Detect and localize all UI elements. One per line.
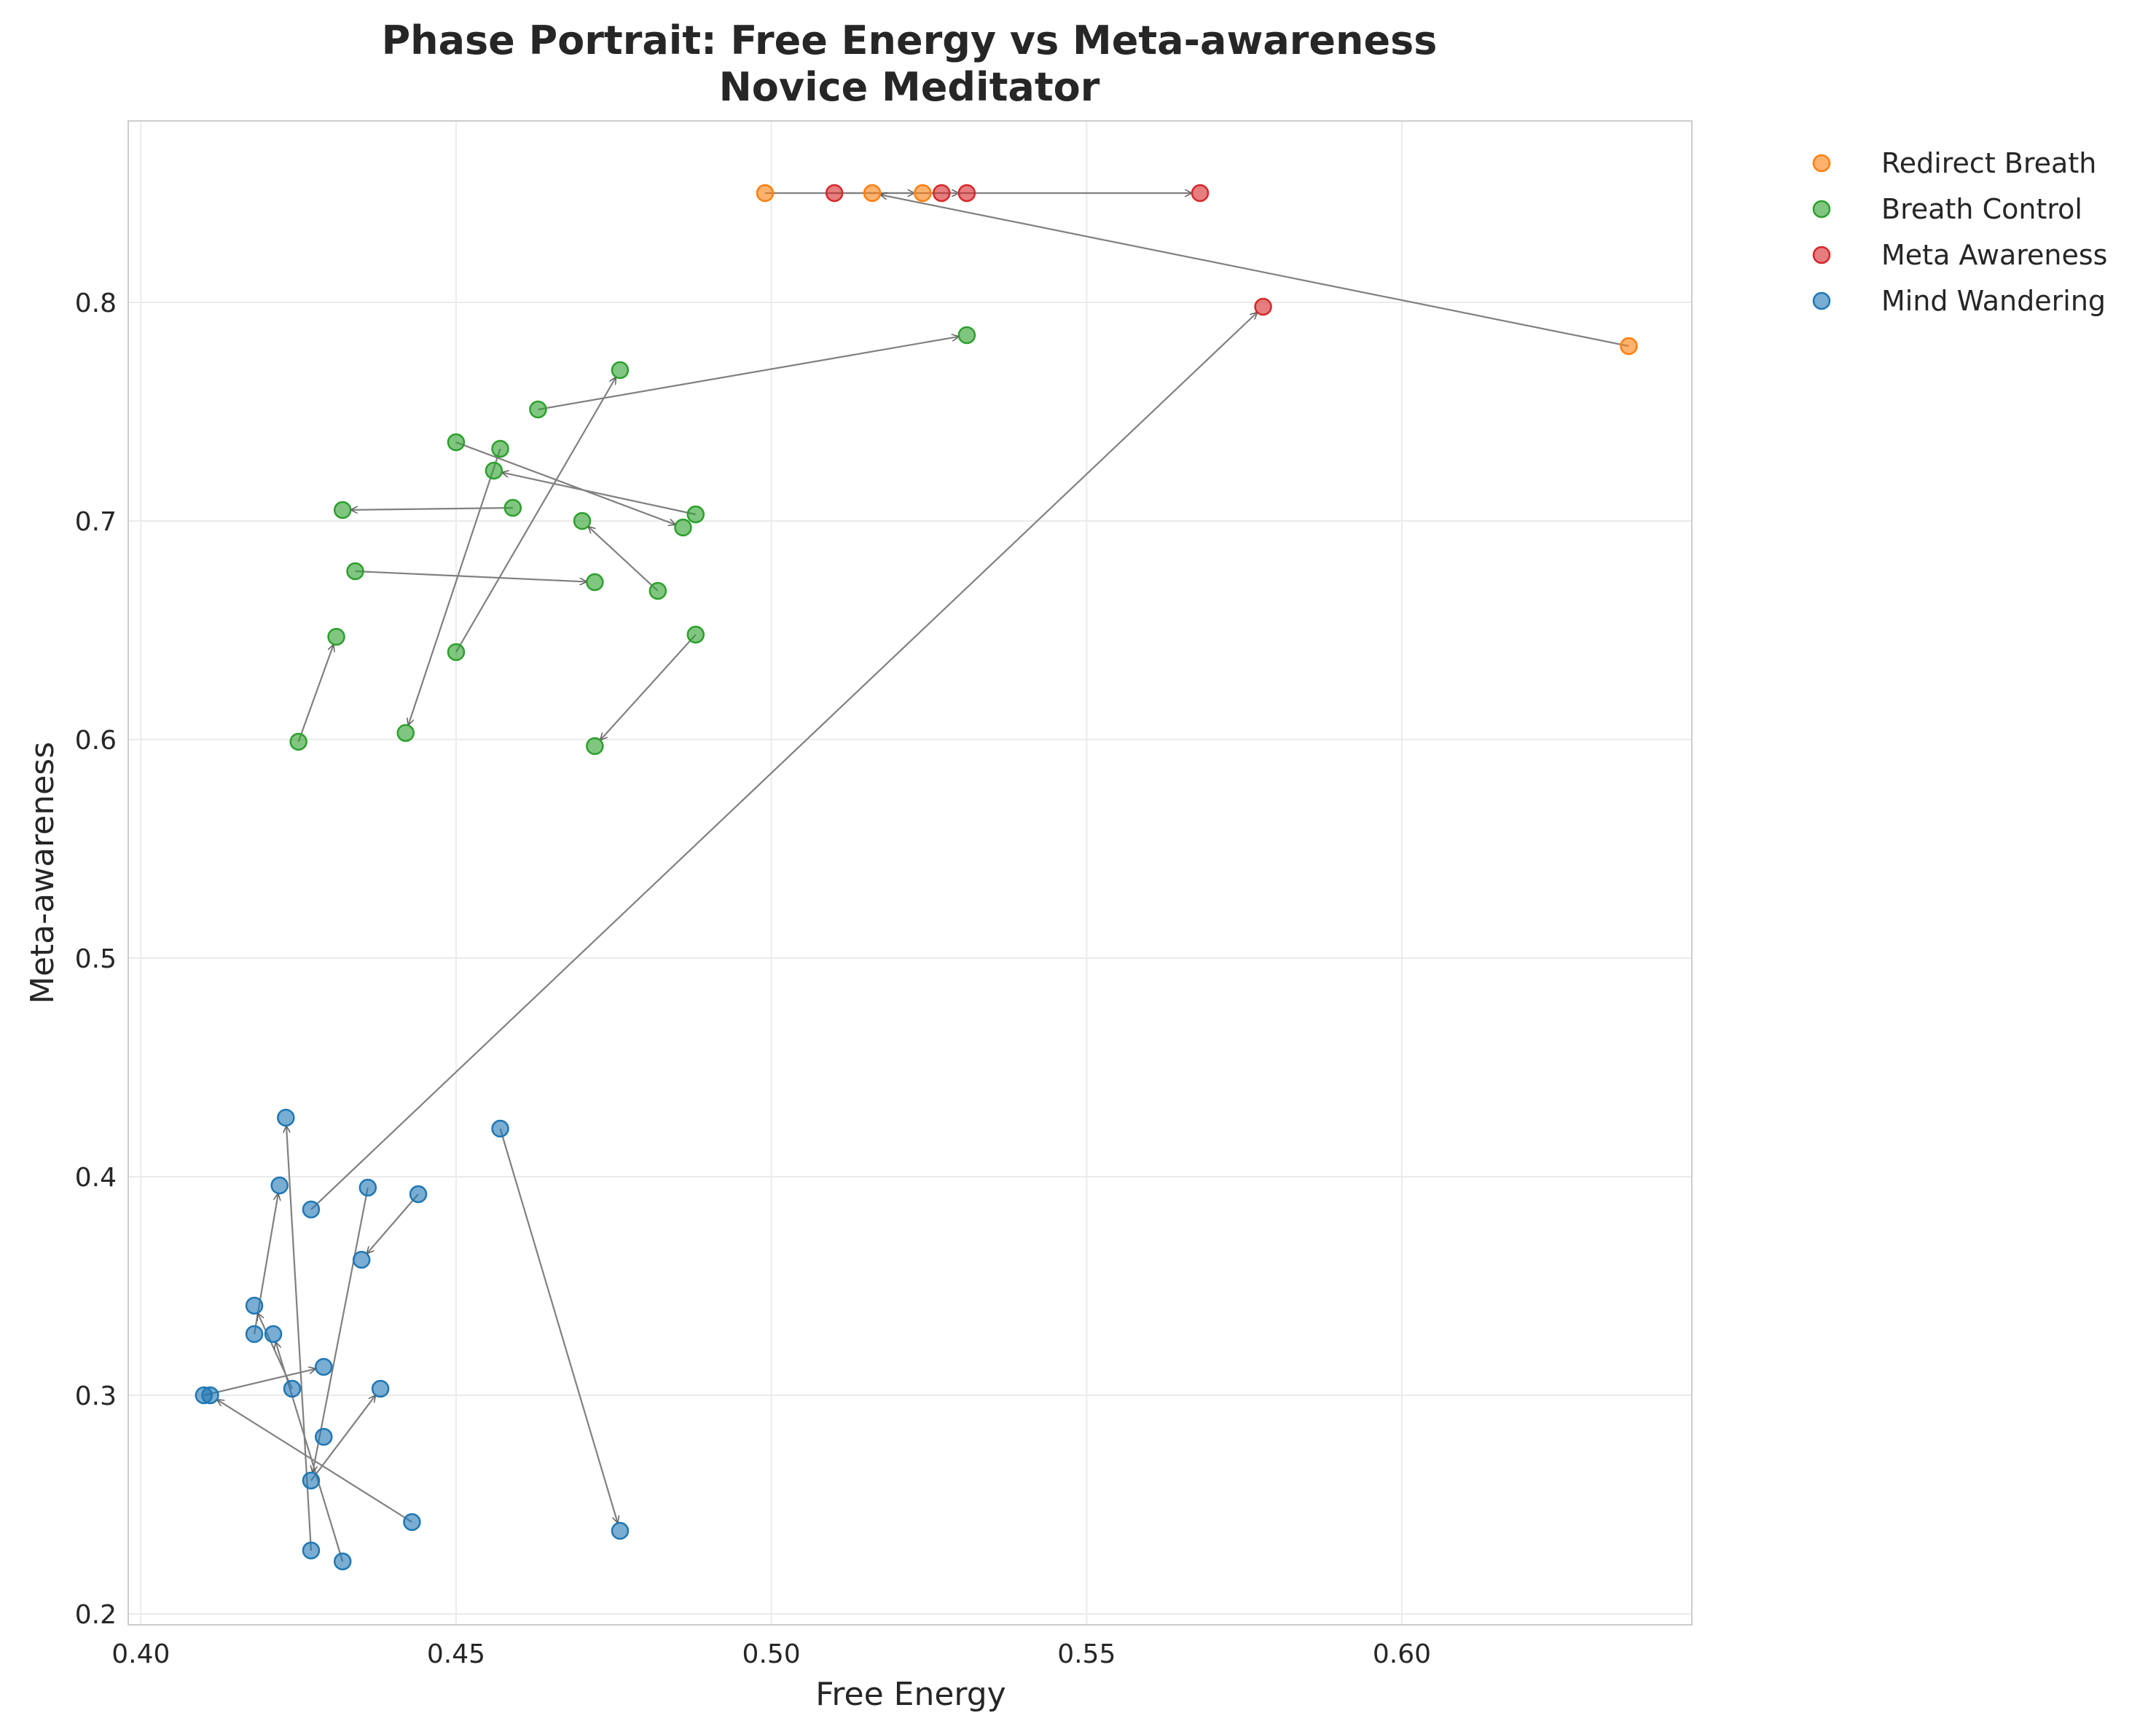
x-tick-label: 0.60 bbox=[1373, 1639, 1431, 1669]
legend-marker-meta-awareness bbox=[1812, 246, 1831, 264]
legend-label-redirect-breath: Redirect Breath bbox=[1881, 147, 2096, 179]
mind-wandering-point bbox=[245, 1325, 264, 1344]
breath-control-point bbox=[346, 562, 364, 581]
legend-marker-mind-wandering bbox=[1812, 291, 1831, 310]
plot-frame bbox=[128, 120, 1693, 1626]
grid bbox=[128, 121, 1692, 1625]
legend-marker-redirect-breath bbox=[1812, 154, 1831, 173]
transition-arrow bbox=[881, 195, 1629, 348]
transition-arrow bbox=[499, 1128, 618, 1522]
legend-label-mind-wandering: Mind Wandering bbox=[1881, 285, 2106, 317]
meta-awareness-point bbox=[1254, 297, 1272, 316]
breath-control-point bbox=[289, 732, 307, 751]
legend-label-breath-control: Breath Control bbox=[1881, 193, 2082, 225]
x-tick-label: 0.55 bbox=[1057, 1639, 1116, 1669]
meta-awareness-point bbox=[957, 184, 976, 203]
breath-control-point bbox=[491, 439, 509, 458]
y-tick-label: 0.7 bbox=[75, 507, 117, 537]
mind-wandering-point bbox=[409, 1185, 428, 1204]
ticks: 0.40 0.45 0.50 0.55 0.60 0.2 0.3 0.4 0.5 0.6 0.7 0.… bbox=[75, 289, 1431, 1669]
arrows bbox=[203, 193, 1629, 1562]
chart-title-line-2: Novice Meditator bbox=[719, 64, 1100, 110]
mind-wandering-point bbox=[333, 1552, 352, 1571]
mind-wandering-point bbox=[352, 1250, 371, 1269]
mind-wandering-point bbox=[371, 1379, 390, 1398]
breath-control-point bbox=[957, 326, 976, 345]
y-tick-label: 0.5 bbox=[75, 944, 117, 974]
legend-label-meta-awareness: Meta Awareness bbox=[1881, 239, 2107, 271]
mind-wandering-point bbox=[491, 1119, 509, 1138]
mind-wandering-point bbox=[270, 1176, 289, 1195]
breath-control-point bbox=[447, 433, 466, 452]
breath-control-point bbox=[648, 581, 667, 600]
transition-arrow bbox=[297, 645, 334, 742]
mind-wandering-point bbox=[277, 1108, 295, 1127]
breath-control-point bbox=[333, 501, 352, 520]
breath-control-point bbox=[586, 573, 604, 592]
y-tick-label: 0.6 bbox=[75, 726, 117, 756]
mind-wandering-point bbox=[264, 1325, 283, 1344]
redirect-breath-point bbox=[756, 184, 775, 203]
breath-control-point bbox=[686, 625, 705, 644]
mind-wandering-point bbox=[302, 1200, 321, 1219]
redirect-breath-point bbox=[914, 184, 932, 203]
mind-wandering-point bbox=[302, 1541, 321, 1560]
mind-wandering-point bbox=[201, 1386, 219, 1405]
meta-awareness-point bbox=[825, 184, 844, 203]
transition-arrow bbox=[276, 1342, 344, 1562]
y-tick-label: 0.3 bbox=[75, 1381, 117, 1411]
x-tick-label: 0.40 bbox=[111, 1639, 170, 1669]
transition-arrow bbox=[355, 570, 587, 581]
breath-control-point bbox=[686, 505, 705, 524]
breath-control-point bbox=[674, 518, 692, 537]
breath-control-point bbox=[611, 361, 630, 380]
transition-arrow bbox=[589, 527, 659, 592]
y-tick-label: 0.2 bbox=[75, 1600, 117, 1630]
breath-control-point bbox=[396, 724, 415, 742]
breath-control-point bbox=[327, 627, 345, 646]
transition-arrow bbox=[313, 1187, 369, 1472]
redirect-breath-point bbox=[863, 184, 882, 203]
y-tick-label: 0.4 bbox=[75, 1163, 117, 1193]
chart-title-line-1: Phase Portrait: Free Energy vs Meta-awar… bbox=[382, 17, 1438, 63]
meta-awareness-point bbox=[1191, 184, 1210, 203]
breath-control-point bbox=[485, 461, 503, 480]
mind-wandering-point bbox=[245, 1296, 264, 1315]
transition-arrow bbox=[409, 448, 501, 725]
x-tick-label: 0.50 bbox=[742, 1639, 801, 1669]
transition-arrow bbox=[367, 1193, 419, 1253]
breath-control-point bbox=[586, 737, 604, 756]
mind-wandering-point bbox=[611, 1521, 630, 1540]
transition-arrow bbox=[203, 1369, 315, 1397]
mind-wandering-point bbox=[358, 1178, 377, 1197]
mind-wandering-point bbox=[315, 1357, 333, 1376]
breath-control-point bbox=[573, 511, 592, 530]
transition-arrow bbox=[455, 377, 616, 653]
mind-wandering-point bbox=[403, 1513, 421, 1532]
mind-wandering-point bbox=[283, 1379, 302, 1398]
transition-arrow bbox=[503, 473, 697, 516]
redirect-breath-point bbox=[1620, 337, 1638, 356]
transition-arrow bbox=[310, 1396, 375, 1481]
mind-wandering-point bbox=[315, 1427, 333, 1446]
breath-control-point bbox=[529, 400, 547, 419]
meta-awareness-point bbox=[933, 184, 951, 203]
y-tick-label: 0.8 bbox=[75, 289, 117, 318]
transition-arrow bbox=[455, 441, 675, 525]
transition-arrow bbox=[351, 508, 513, 510]
y-axis-label: Meta-awareness bbox=[24, 742, 61, 1004]
transition-arrow bbox=[538, 337, 958, 411]
data-points bbox=[195, 184, 1638, 1571]
breath-control-point bbox=[447, 643, 466, 662]
transition-arrow bbox=[600, 634, 697, 740]
x-axis-label: Free Energy bbox=[815, 1676, 1006, 1713]
breath-control-point bbox=[503, 498, 522, 517]
transition-arrow bbox=[310, 313, 1257, 1210]
legend: Redirect Breath Breath Control Meta Awaren… bbox=[1812, 147, 2107, 317]
legend-marker-breath-control bbox=[1812, 200, 1831, 219]
x-tick-label: 0.45 bbox=[427, 1639, 485, 1669]
mind-wandering-point bbox=[302, 1471, 321, 1490]
